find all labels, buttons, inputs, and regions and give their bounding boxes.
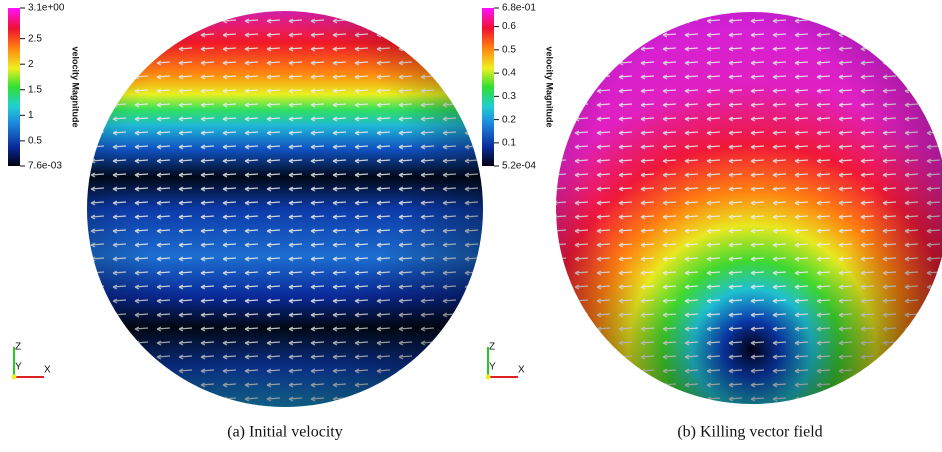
colorbar-tick-label: 1.5 [28, 84, 42, 95]
sphere-a [87, 11, 483, 407]
caption: (b) Killing vector field [677, 424, 822, 441]
axis-label: Y [489, 362, 496, 373]
colorbar-tick-label: 0.5 [502, 44, 516, 55]
colorbar-tick-label: 0.1 [502, 138, 516, 149]
axis-label: X [44, 365, 51, 376]
axis-label: Y [15, 362, 22, 373]
colorbar-tick-label: 0.5 [28, 135, 42, 146]
colorbar-title: velocity Magnitude [545, 46, 555, 127]
colorbar-tick-label: 0.4 [502, 68, 516, 79]
colorbar-tick-label: 3.1e+00 [28, 3, 65, 14]
colorbar-title: velocity Magnitude [71, 46, 81, 127]
colorbar-tick-label: 0.6 [502, 21, 516, 32]
colorbar-tick-label: 2 [28, 59, 34, 70]
colorbar-tick-label: 2.5 [28, 33, 42, 44]
colorbar-tick-label: 7.6e-03 [28, 161, 62, 172]
colorbar-tick-label: 0.2 [502, 114, 516, 125]
colorbar [482, 8, 494, 166]
axis-label: Z [15, 342, 21, 353]
colorbar-tick-label: 5.2e-04 [502, 161, 536, 172]
colorbar-tick-label: 6.8e-01 [502, 3, 536, 14]
axis-label: X [518, 365, 525, 376]
axis-y [485, 374, 491, 380]
colorbar-tick-label: 0.3 [502, 91, 516, 102]
sphere-b [556, 12, 942, 404]
axis-y [11, 374, 17, 380]
caption: (a) Initial velocity [227, 424, 343, 441]
axis-label: Z [489, 342, 495, 353]
colorbar-tick-label: 1 [28, 110, 34, 121]
colorbar [8, 8, 20, 166]
